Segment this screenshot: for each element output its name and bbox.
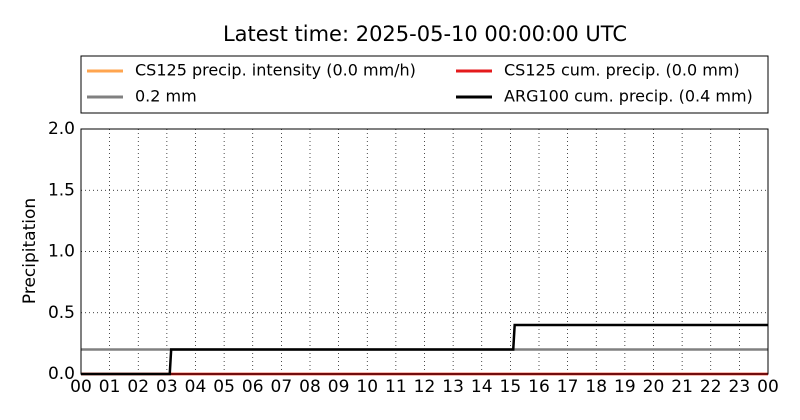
x-tick-label: 03 [156, 377, 178, 397]
x-tick-label: 13 [442, 377, 464, 397]
x-tick-label: 16 [528, 377, 550, 397]
y-tick-label: 0.0 [48, 364, 75, 384]
x-tick-label: 10 [356, 377, 378, 397]
legend-label: ARG100 cum. precip. (0.4 mm) [504, 87, 753, 106]
legend-label: CS125 cum. precip. (0.0 mm) [504, 61, 740, 80]
plot-frame [80, 128, 769, 375]
x-tick-label: 20 [643, 377, 665, 397]
x-tick-label: 05 [213, 377, 235, 397]
x-tick-label: 04 [185, 377, 207, 397]
x-tick-label: 21 [671, 377, 693, 397]
legend-box [80, 55, 769, 114]
chart-title: Latest time: 2025-05-10 00:00:00 UTC [223, 22, 627, 46]
x-tick-label: 00 [757, 377, 779, 397]
x-tick-label: 18 [585, 377, 607, 397]
x-tick-label: 22 [700, 377, 722, 397]
legend-label: 0.2 mm [135, 87, 197, 106]
x-tick-label: 06 [242, 377, 264, 397]
y-tick-label: 1.0 [48, 242, 75, 262]
x-tick-label: 17 [557, 377, 579, 397]
x-tick-label: 11 [385, 377, 407, 397]
x-tick-label: 09 [328, 377, 350, 397]
y-tick-label: 2.0 [48, 119, 75, 139]
x-tick-label: 00 [70, 377, 92, 397]
x-tick-label: 02 [127, 377, 149, 397]
x-tick-label: 12 [414, 377, 436, 397]
y-tick-label: 1.5 [48, 180, 75, 200]
x-tick-label: 08 [299, 377, 321, 397]
legend-label: CS125 precip. intensity (0.0 mm/h) [135, 61, 416, 80]
x-tick-label: 19 [614, 377, 636, 397]
x-tick-label: 01 [99, 377, 121, 397]
x-tick-label: 15 [500, 377, 522, 397]
x-tick-label: 07 [271, 377, 293, 397]
y-axis-label: Precipitation [20, 198, 40, 304]
x-tick-label: 23 [729, 377, 751, 397]
y-tick-label: 0.5 [48, 303, 75, 323]
x-tick-label: 14 [471, 377, 493, 397]
